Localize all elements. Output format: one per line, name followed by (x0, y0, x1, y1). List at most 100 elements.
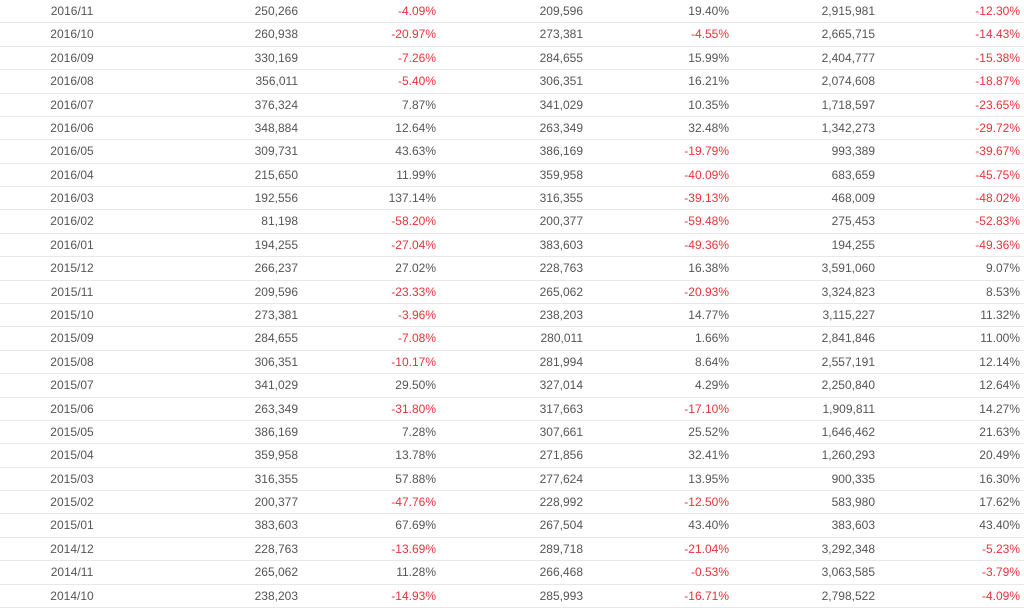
value-cell: 3,324,823 (821, 284, 875, 299)
value-cell: 1,718,597 (821, 97, 875, 112)
value-cell: 194,255 (254, 237, 298, 252)
change-cell: 25.52% (688, 424, 729, 439)
value-cell: 1,342,273 (821, 120, 875, 135)
change-cell: 4.29% (694, 378, 729, 393)
table-row: 2015/08 306,351 -10.17% 281,994 8.64% 2,557,1… (0, 351, 1024, 375)
value-cell: 359,958 (539, 167, 583, 182)
month-cell: 2014/12 (50, 541, 94, 556)
change-cell: 11.32% (980, 308, 1020, 322)
change-cell: 57.88% (395, 471, 436, 486)
value-cell: 228,763 (254, 541, 298, 556)
month-cell: 2016/02 (50, 214, 94, 229)
value-cell: 250,266 (254, 4, 298, 18)
change-cell: -39.13% (684, 191, 729, 206)
table-row: 2016/04 215,650 11.99% 359,958 -40.09% 683,65… (0, 164, 1024, 188)
change-cell: 11.28% (396, 565, 436, 580)
change-cell: 8.64% (694, 354, 729, 369)
table-row: 2016/01 194,255 -27.04% 383,603 -49.36% 194,2… (0, 234, 1024, 258)
change-cell: -31.80% (391, 401, 436, 416)
value-cell: 281,994 (539, 354, 583, 369)
value-cell: 2,665,715 (821, 27, 875, 42)
month-cell: 2016/10 (50, 27, 94, 42)
table-row: 2015/06 263,349 -31.80% 317,663 -17.10% 1,909… (0, 398, 1024, 421)
change-cell: -4.09% (397, 4, 436, 18)
table-row: 2016/03 192,556 137.14% 316,355 -39.13% 468,0… (0, 187, 1024, 211)
change-cell: -12.30% (975, 4, 1020, 18)
value-cell: 1,909,811 (822, 401, 876, 416)
change-cell: 43.63% (395, 144, 436, 159)
value-cell: 285,993 (539, 588, 583, 603)
month-cell: 2016/09 (50, 50, 94, 65)
value-cell: 309,731 (254, 144, 298, 159)
change-cell: 15.99% (688, 50, 729, 65)
value-cell: 275,453 (831, 214, 875, 229)
table-row: 2014/10 238,203 -14.93% 285,993 -16.71% 2,798… (0, 585, 1024, 608)
change-cell: -20.97% (391, 27, 436, 42)
value-cell: 317,663 (539, 401, 583, 416)
value-cell: 228,763 (539, 261, 583, 276)
value-cell: 583,980 (831, 495, 875, 510)
month-cell: 2016/07 (50, 97, 94, 112)
value-cell: 683,659 (831, 167, 875, 182)
change-cell: -14.93% (391, 588, 436, 603)
table-row: 2016/07 376,324 7.87% 341,029 10.35% 1,718,59… (0, 94, 1024, 117)
month-cell: 2015/07 (50, 378, 94, 393)
change-cell: -14.43% (975, 27, 1020, 42)
value-cell: 200,377 (254, 495, 298, 510)
value-cell: 200,377 (539, 214, 583, 229)
value-cell: 1,260,293 (821, 448, 875, 463)
month-cell: 2016/01 (50, 237, 94, 252)
value-cell: 2,404,777 (821, 50, 875, 65)
value-cell: 238,203 (254, 588, 298, 603)
value-cell: 289,718 (539, 541, 583, 556)
month-cell: 2016/03 (50, 191, 94, 206)
change-cell: 13.78% (395, 448, 436, 463)
table-row: 2014/12 228,763 -13.69% 289,718 -21.04% 3,292… (0, 538, 1024, 562)
change-cell: -4.55% (690, 27, 729, 42)
change-cell: 29.50% (395, 378, 436, 393)
value-cell: 306,351 (254, 354, 298, 369)
table-row: 2015/11 209,596 -23.33% 265,062 -20.93% 3,324… (0, 281, 1024, 304)
change-cell: -23.65% (975, 97, 1020, 112)
month-cell: 2016/06 (50, 120, 94, 135)
change-cell: -3.96% (397, 308, 436, 322)
month-cell: 2015/10 (50, 308, 94, 322)
month-cell: 2015/08 (50, 354, 94, 369)
change-cell: 14.77% (688, 308, 729, 322)
value-cell: 81,198 (261, 214, 298, 229)
change-cell: -20.93% (684, 284, 729, 299)
value-cell: 209,596 (254, 284, 298, 299)
value-cell: 266,237 (254, 261, 298, 276)
change-cell: -7.26% (397, 50, 436, 65)
value-cell: 3,115,227 (822, 308, 876, 322)
change-cell: -58.20% (391, 214, 436, 229)
month-cell: 2015/06 (50, 401, 94, 416)
month-cell: 2015/01 (50, 518, 94, 533)
change-cell: 7.87% (401, 97, 436, 112)
table-row: 2015/07 341,029 29.50% 327,014 4.29% 2,250,84… (0, 374, 1024, 398)
value-cell: 2,915,981 (821, 4, 875, 18)
value-cell: 265,062 (254, 565, 298, 580)
month-cell: 2016/11 (50, 4, 94, 18)
change-cell: -49.36% (684, 237, 729, 252)
table-row: 2015/02 200,377 -47.76% 228,992 -12.50% 583,9… (0, 491, 1024, 515)
value-cell: 2,557,191 (821, 354, 875, 369)
change-cell: -19.79% (684, 144, 729, 159)
change-cell: 9.07% (985, 261, 1020, 276)
value-cell: 271,856 (539, 448, 583, 463)
change-cell: 16.30% (979, 471, 1020, 486)
value-cell: 327,014 (539, 378, 583, 393)
change-cell: 16.21% (688, 74, 729, 89)
table-row: 2015/04 359,958 13.78% 271,856 32.41% 1,260,2… (0, 444, 1024, 468)
change-cell: -29.72% (975, 120, 1020, 135)
change-cell: 12.64% (979, 378, 1020, 393)
change-cell: 11.99% (396, 167, 436, 182)
value-cell: 468,009 (831, 191, 875, 206)
change-cell: 11.00% (980, 331, 1020, 346)
value-cell: 273,381 (539, 27, 583, 42)
change-cell: -4.09% (981, 588, 1020, 603)
table-row: 2016/09 330,169 -7.26% 284,655 15.99% 2,404,7… (0, 47, 1024, 71)
month-cell: 2016/04 (50, 167, 94, 182)
value-cell: 280,011 (540, 331, 584, 346)
